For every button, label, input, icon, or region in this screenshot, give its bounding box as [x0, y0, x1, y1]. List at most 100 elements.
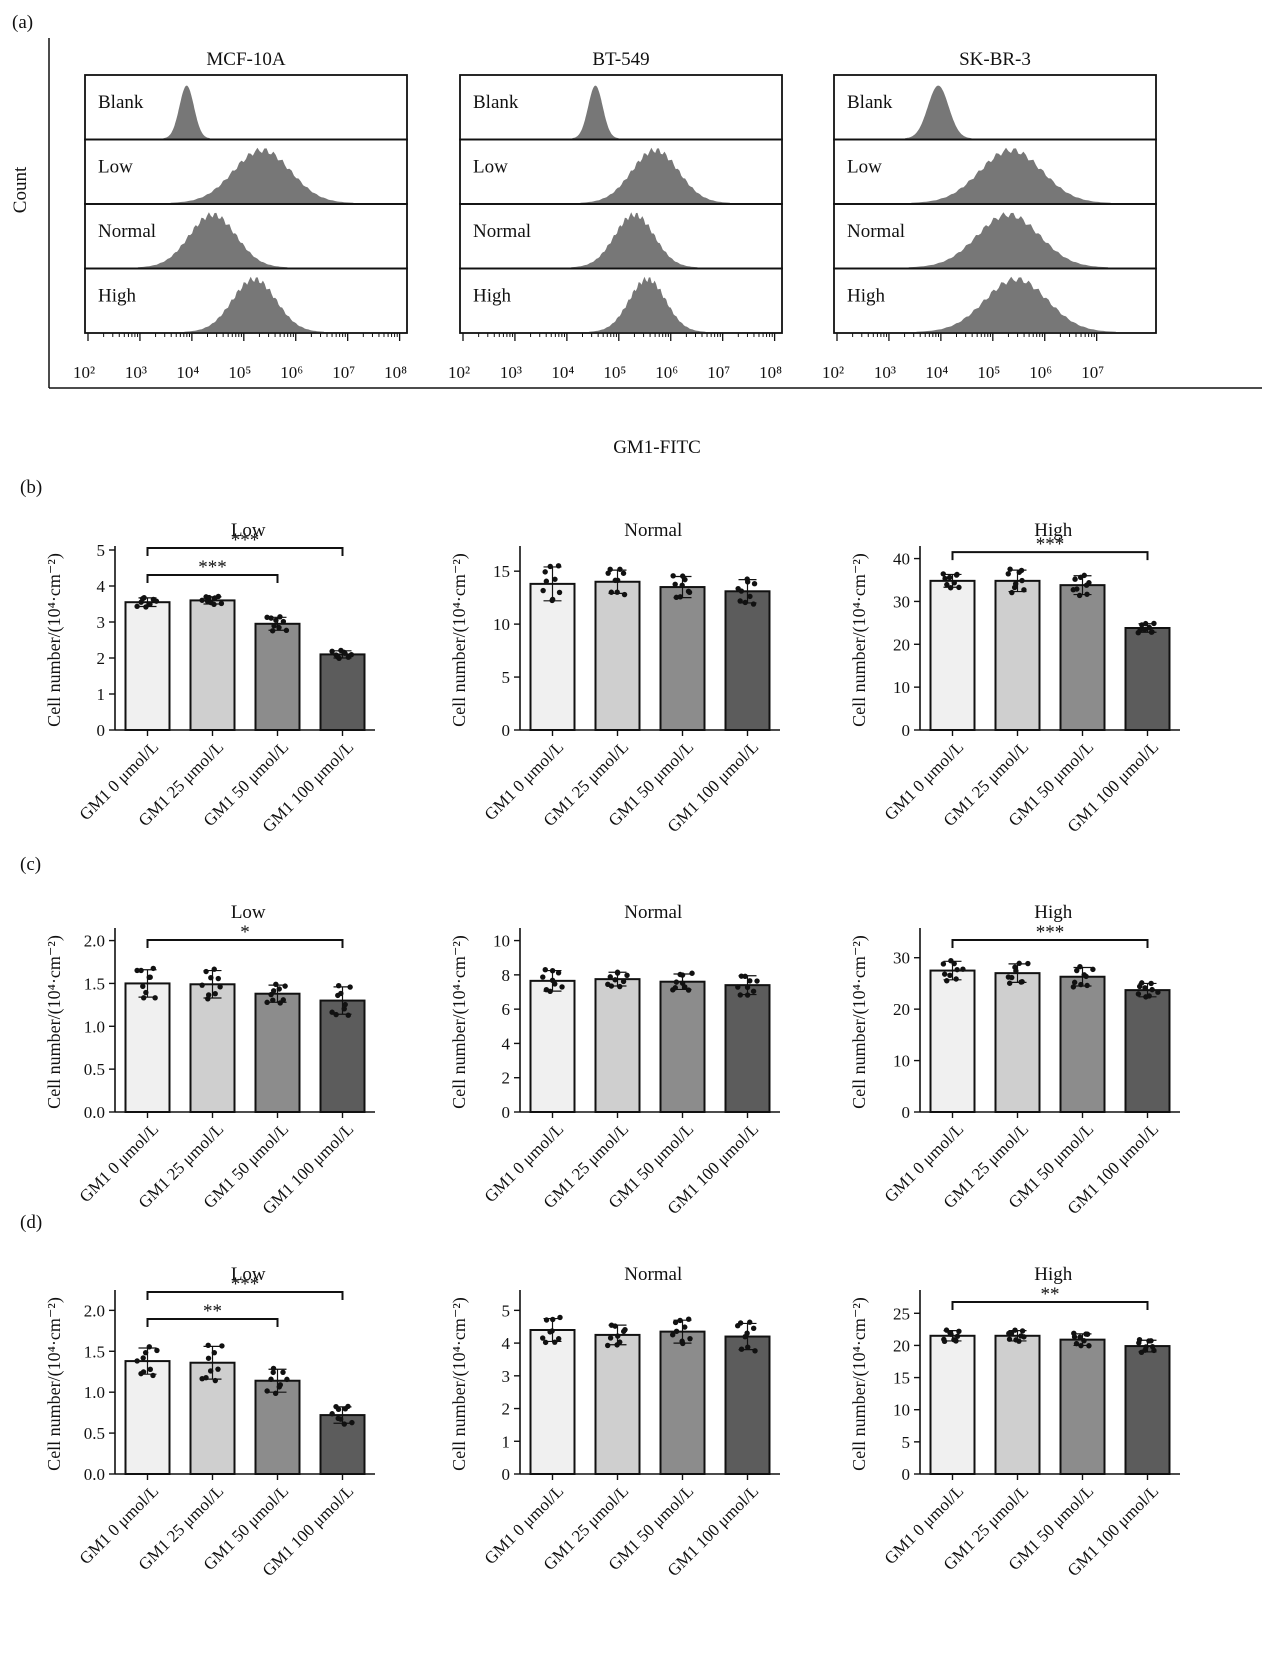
data-point	[264, 999, 270, 1006]
data-point	[1076, 592, 1083, 599]
data-point	[140, 983, 146, 990]
data-point	[1008, 1330, 1015, 1337]
data-point	[615, 1333, 621, 1339]
flow-tick-label: 10⁴	[551, 363, 574, 382]
bar	[529, 1329, 576, 1475]
data-point	[199, 982, 205, 988]
y-tick-label: 0	[502, 1103, 511, 1122]
y-tick-label: 0	[97, 721, 106, 740]
data-point	[1025, 960, 1031, 967]
data-point	[211, 601, 217, 608]
data-point	[277, 614, 283, 620]
data-point	[946, 574, 953, 581]
data-point	[273, 617, 279, 623]
data-point	[341, 1421, 348, 1427]
y-axis-label: Cell number/(10⁴·cm⁻²)	[449, 935, 470, 1109]
data-point	[1071, 1334, 1078, 1340]
flow-tick-label: 10⁵	[603, 363, 626, 382]
bar	[659, 586, 706, 732]
data-point	[1007, 566, 1013, 572]
significance-bracket	[951, 1301, 1149, 1310]
data-point	[953, 1338, 959, 1344]
data-point	[1137, 627, 1143, 633]
data-point	[211, 966, 217, 972]
y-tick-label: 4	[97, 577, 106, 596]
panel-label: (c)	[20, 854, 41, 875]
data-point	[742, 1333, 748, 1340]
y-tick-label: 10	[893, 678, 910, 697]
flow-tick-label: 10⁷	[1081, 363, 1104, 382]
data-point	[750, 988, 757, 994]
flow-tick-label: 10³	[500, 363, 522, 382]
data-point	[329, 648, 335, 654]
significance-bracket	[146, 547, 344, 556]
flow-row-label: Blank	[98, 92, 144, 113]
data-point	[555, 970, 562, 976]
chart-title: Normal	[624, 902, 682, 923]
data-point	[542, 966, 548, 973]
y-tick-label: 20	[893, 1336, 910, 1355]
y-tick-label: 10	[493, 932, 510, 951]
flow-tick-label: 10⁶	[1029, 363, 1052, 382]
data-point	[947, 585, 954, 591]
data-point	[1083, 582, 1090, 588]
data-point	[1151, 620, 1157, 627]
data-point	[543, 1317, 550, 1323]
data-point	[556, 589, 563, 596]
panel-label: (a)	[12, 12, 33, 33]
flow-tick-label: 10⁸	[759, 363, 782, 382]
y-tick-label: 2	[97, 649, 106, 668]
data-point	[672, 985, 678, 991]
bar	[1124, 989, 1171, 1113]
data-point	[552, 1339, 558, 1345]
data-point	[1012, 1327, 1018, 1333]
data-point	[1016, 960, 1022, 967]
data-point	[750, 601, 757, 607]
flow-histogram	[908, 212, 1109, 268]
data-point	[199, 1376, 205, 1382]
bar-chart-3: Low 0.0 0.5 1.0 1.5 2.0 Cell number/(10⁴·cm⁻²)…	[44, 902, 375, 1218]
data-point	[143, 989, 149, 996]
data-point	[941, 1338, 948, 1345]
data-point	[283, 627, 290, 634]
data-point	[1070, 984, 1077, 990]
data-point	[1077, 574, 1084, 581]
y-axis-label: Cell number/(10⁴·cm⁻²)	[44, 935, 65, 1109]
chart-title: Low	[231, 902, 266, 923]
data-point	[268, 991, 274, 998]
panel-label: (b)	[20, 477, 42, 498]
bar	[254, 992, 301, 1114]
data-point	[1081, 1337, 1087, 1344]
data-point	[277, 1382, 283, 1388]
data-point	[1019, 979, 1025, 985]
y-tick-label: 8	[502, 966, 511, 985]
bar	[659, 1330, 706, 1475]
data-point	[953, 572, 960, 578]
data-point	[1077, 1334, 1083, 1340]
data-point	[751, 581, 758, 587]
y-tick-label: 4	[502, 1334, 511, 1353]
data-point	[734, 1323, 741, 1329]
y-tick-label: 0	[502, 721, 511, 740]
data-point	[608, 589, 615, 595]
data-point	[940, 571, 946, 577]
data-point	[199, 597, 205, 603]
flow-histogram	[163, 85, 210, 139]
y-tick-label: 30	[893, 949, 910, 968]
data-point	[557, 1314, 563, 1321]
data-point	[1019, 1328, 1026, 1334]
data-point	[270, 1365, 277, 1372]
y-tick-label: 1	[502, 1432, 511, 1451]
data-point	[140, 1369, 147, 1375]
data-point	[1013, 968, 1019, 974]
data-point	[205, 1355, 212, 1361]
flow-plot-2: SK-BR-3 Blank Low Normal High 10² 10³ 10⁴ 10⁵ 10⁶…	[822, 49, 1157, 382]
data-point	[948, 1331, 954, 1337]
flow-x-label: GM1-FITC	[613, 437, 701, 458]
flow-histogram	[916, 276, 1116, 332]
y-tick-label: 2	[502, 1400, 511, 1419]
data-point	[338, 990, 344, 997]
